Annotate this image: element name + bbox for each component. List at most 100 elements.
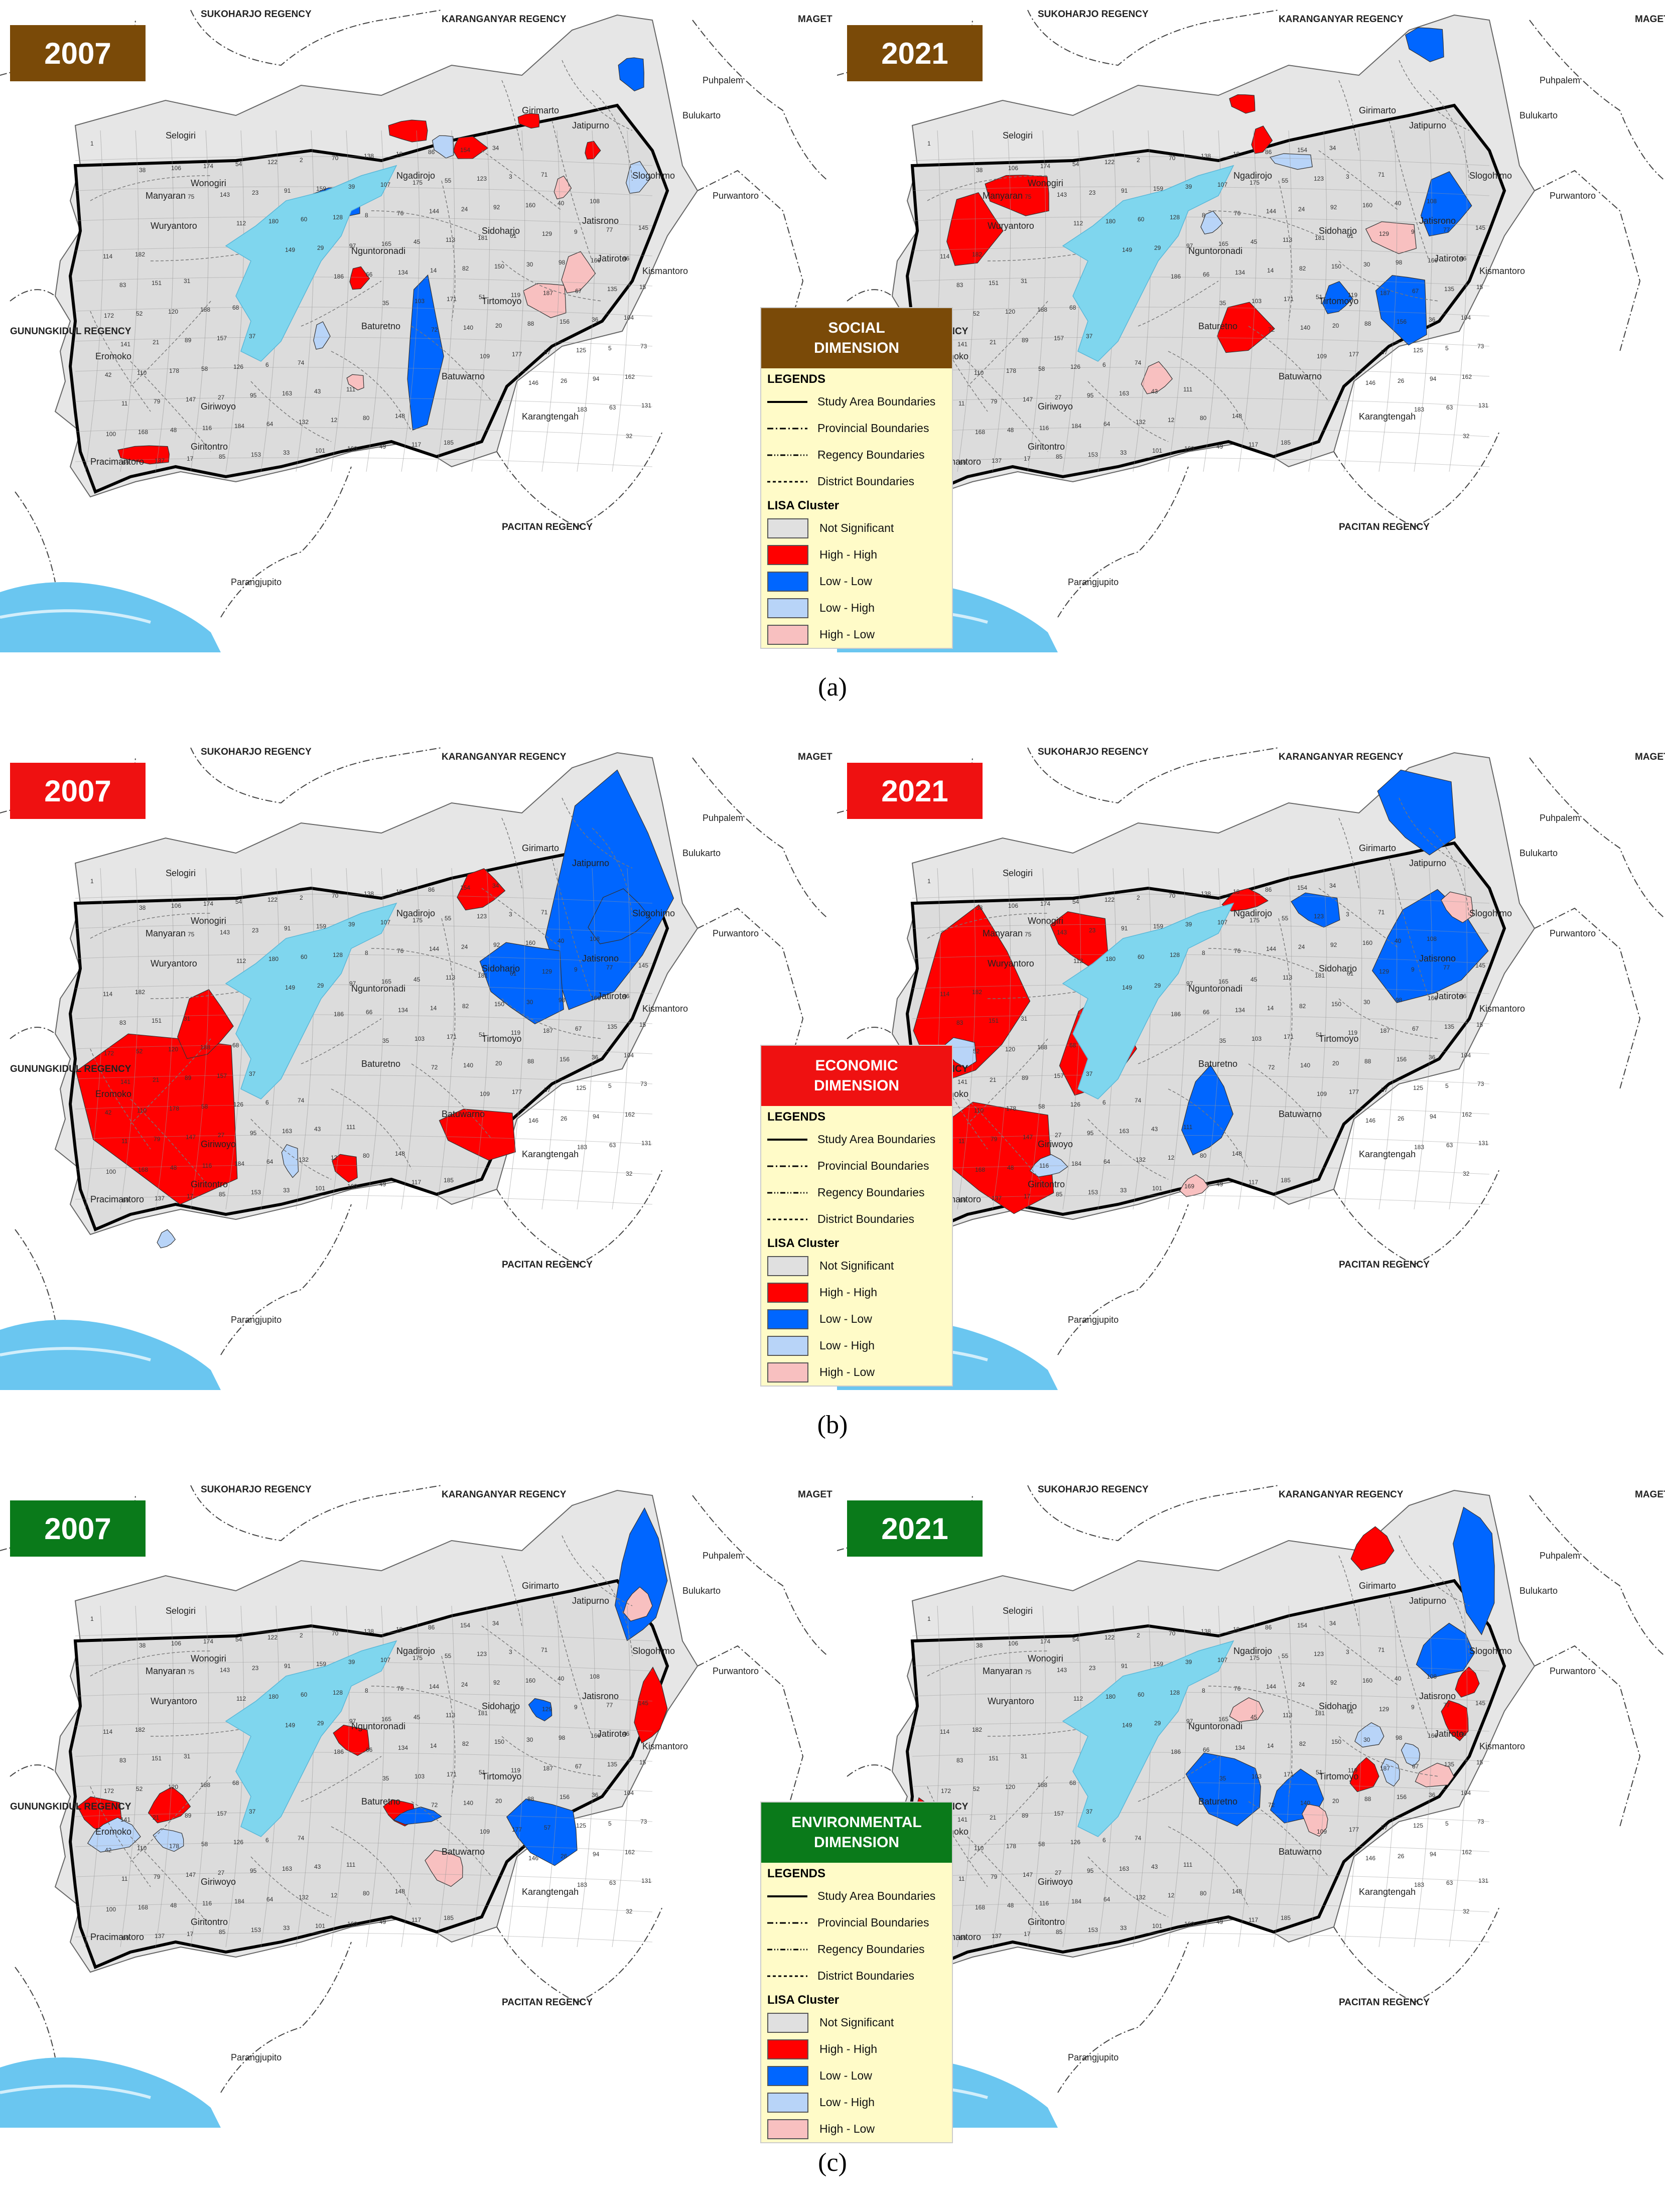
- svg-text:157: 157: [1054, 335, 1064, 342]
- place-label-baturetno: Baturetno: [361, 1796, 401, 1807]
- legend-boundary-label: District Boundaries: [817, 1969, 915, 1982]
- svg-text:169: 169: [347, 1920, 357, 1927]
- cluster-patch: [393, 1807, 443, 1825]
- map-legend: SOCIAL DIMENSION LEGENDS Study Area Boun…: [760, 307, 953, 649]
- svg-text:137: 137: [155, 1932, 165, 1940]
- svg-text:188: 188: [1037, 1781, 1047, 1788]
- svg-text:185: 185: [1281, 1177, 1291, 1184]
- cluster-patch: [1375, 275, 1427, 346]
- svg-text:150: 150: [1331, 263, 1341, 270]
- svg-text:86: 86: [428, 886, 435, 893]
- legend-cluster-item: High - High: [761, 541, 952, 568]
- svg-text:116: 116: [202, 425, 212, 432]
- svg-text:77: 77: [1443, 964, 1450, 971]
- svg-text:11: 11: [121, 1138, 128, 1145]
- svg-text:116: 116: [1039, 1900, 1049, 1907]
- svg-text:162: 162: [1462, 1849, 1472, 1856]
- svg-text:85: 85: [1056, 1928, 1063, 1936]
- place-label-gunungkidul: GUNUNGKIDUL REGENCY: [10, 326, 131, 337]
- svg-text:3: 3: [509, 1648, 512, 1655]
- svg-text:14: 14: [1267, 267, 1274, 274]
- place-label-puhpalem: Puhpalem: [703, 1551, 744, 1561]
- svg-text:42: 42: [105, 371, 112, 378]
- place-label-baturetno: Baturetno: [1198, 1796, 1238, 1807]
- panel-caption: (a): [818, 673, 847, 702]
- reservoir: [1062, 1640, 1234, 1837]
- svg-text:45: 45: [413, 1714, 421, 1721]
- svg-text:187: 187: [543, 1765, 553, 1772]
- svg-text:86: 86: [1265, 149, 1272, 156]
- place-label-eromoko: Eromoko: [95, 1827, 132, 1837]
- svg-text:31: 31: [1021, 1753, 1028, 1760]
- place-label-eromoko: Eromoko: [95, 351, 132, 361]
- svg-text:36: 36: [1429, 1054, 1436, 1061]
- svg-text:103: 103: [1252, 1035, 1262, 1042]
- svg-text:144: 144: [1266, 945, 1276, 952]
- svg-text:86: 86: [1265, 1624, 1272, 1631]
- svg-text:166: 166: [1428, 257, 1438, 264]
- svg-text:110: 110: [137, 1845, 147, 1852]
- svg-text:54: 54: [1072, 1636, 1079, 1643]
- svg-text:77: 77: [606, 964, 613, 971]
- place-label-kismantoro: Kismantoro: [1479, 266, 1525, 276]
- svg-text:117: 117: [411, 1916, 421, 1923]
- svg-text:128: 128: [1170, 951, 1180, 958]
- cluster-swatch: [767, 518, 808, 538]
- svg-text:24: 24: [1298, 943, 1305, 950]
- legend-cluster-item: High - Low: [761, 2116, 952, 2142]
- svg-text:178: 178: [169, 1105, 179, 1112]
- right-map: 1 38 75 112 149 186 35 72 109 146 183 32 69 106 143 180…: [837, 0, 1665, 652]
- svg-text:146: 146: [528, 379, 538, 386]
- svg-text:1: 1: [90, 1615, 94, 1622]
- legend-cluster-label: High - Low: [819, 2122, 875, 2135]
- svg-text:89: 89: [1022, 337, 1029, 344]
- svg-text:153: 153: [251, 451, 261, 458]
- svg-text:168: 168: [975, 1166, 985, 1173]
- svg-text:45: 45: [1251, 1714, 1258, 1721]
- svg-text:154: 154: [1297, 884, 1307, 891]
- svg-text:76: 76: [397, 947, 404, 954]
- cluster-swatch: [767, 2039, 808, 2059]
- place-label-baturetno: Baturetno: [1198, 321, 1238, 331]
- svg-text:183: 183: [1414, 1144, 1424, 1151]
- svg-text:180: 180: [1105, 218, 1116, 225]
- svg-text:106: 106: [1008, 165, 1018, 172]
- svg-text:112: 112: [1073, 220, 1083, 227]
- svg-text:79: 79: [991, 1136, 998, 1143]
- svg-text:131: 131: [1478, 1877, 1488, 1884]
- svg-text:64: 64: [1103, 421, 1111, 428]
- place-label-ngadirojo: Ngadirojo: [396, 1646, 436, 1656]
- svg-text:147: 147: [186, 1134, 196, 1141]
- svg-text:111: 111: [1183, 1124, 1193, 1131]
- svg-text:91: 91: [1121, 925, 1128, 932]
- svg-text:11: 11: [958, 1138, 965, 1145]
- cluster-patch: [1200, 210, 1223, 235]
- svg-text:106: 106: [171, 902, 181, 909]
- place-label-pacitan: PACITAN REGENCY: [1339, 1997, 1430, 2008]
- svg-text:126: 126: [233, 363, 243, 370]
- svg-text:71: 71: [541, 909, 548, 916]
- svg-text:165: 165: [381, 1716, 391, 1723]
- svg-text:34: 34: [492, 1620, 499, 1627]
- svg-text:11: 11: [958, 1875, 965, 1882]
- place-label-karangtengah: Karangtengah: [522, 411, 579, 422]
- svg-text:43: 43: [314, 1126, 321, 1133]
- svg-text:89: 89: [185, 1074, 192, 1081]
- svg-text:49: 49: [379, 1918, 386, 1925]
- svg-text:77: 77: [1443, 1702, 1450, 1709]
- svg-text:154: 154: [1297, 147, 1307, 154]
- place-label-selogiri: Selogiri: [1003, 868, 1033, 878]
- svg-text:113: 113: [1283, 236, 1292, 243]
- svg-text:103: 103: [1252, 298, 1262, 305]
- place-label-wuryantoro: Wuryantoro: [151, 958, 197, 969]
- place-label-selogiri: Selogiri: [1003, 130, 1033, 141]
- svg-text:106: 106: [171, 165, 181, 172]
- cluster-patch: [528, 1698, 552, 1722]
- svg-text:145: 145: [638, 962, 648, 969]
- svg-text:39: 39: [348, 183, 355, 190]
- svg-text:148: 148: [395, 1888, 405, 1895]
- place-label-jatipurno: Jatipurno: [1409, 858, 1447, 868]
- svg-text:60: 60: [301, 953, 308, 960]
- svg-text:38: 38: [976, 167, 983, 174]
- legend-boundary-item: Study Area Boundaries: [761, 1126, 952, 1153]
